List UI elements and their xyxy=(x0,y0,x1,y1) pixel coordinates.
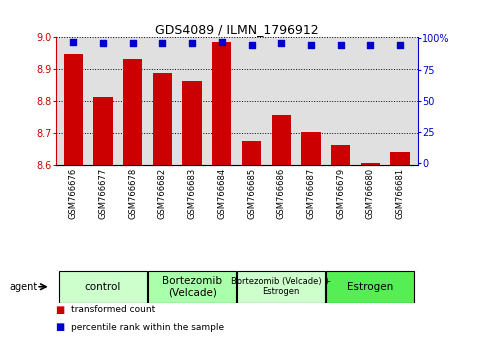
Text: GSM766684: GSM766684 xyxy=(217,168,227,219)
Point xyxy=(70,39,77,45)
Bar xyxy=(148,271,236,303)
Text: Estrogen: Estrogen xyxy=(347,282,394,292)
Bar xyxy=(212,42,231,165)
Text: transformed count: transformed count xyxy=(71,305,155,314)
Point xyxy=(367,42,374,47)
Bar xyxy=(390,152,410,165)
Text: GSM766676: GSM766676 xyxy=(69,168,78,219)
Bar xyxy=(59,271,147,303)
Text: GSM766682: GSM766682 xyxy=(158,168,167,219)
Text: GSM766681: GSM766681 xyxy=(396,168,404,219)
Text: GSM766685: GSM766685 xyxy=(247,168,256,219)
Text: Bortezomib (Velcade) +
Estrogen: Bortezomib (Velcade) + Estrogen xyxy=(231,277,331,296)
Text: GSM766679: GSM766679 xyxy=(336,168,345,219)
Bar xyxy=(64,55,83,165)
Text: agent: agent xyxy=(10,282,38,292)
Point xyxy=(248,42,256,47)
Text: control: control xyxy=(85,282,121,292)
Bar xyxy=(153,73,172,165)
Text: GSM766683: GSM766683 xyxy=(187,168,197,219)
Bar xyxy=(237,271,325,303)
Point xyxy=(307,42,315,47)
Point xyxy=(188,41,196,46)
Point xyxy=(99,41,107,46)
Text: Bortezomib
(Velcade): Bortezomib (Velcade) xyxy=(162,276,222,298)
Point xyxy=(337,42,344,47)
Bar xyxy=(93,97,113,165)
Point xyxy=(396,42,404,47)
Point xyxy=(158,41,166,46)
Point xyxy=(277,41,285,46)
Point xyxy=(129,41,137,46)
Text: GSM766687: GSM766687 xyxy=(306,168,315,219)
Point xyxy=(218,39,226,45)
Bar xyxy=(271,115,291,165)
Bar xyxy=(301,132,321,165)
Bar xyxy=(327,271,414,303)
Text: ■: ■ xyxy=(56,305,65,315)
Bar xyxy=(242,141,261,165)
Bar xyxy=(123,59,142,165)
Bar xyxy=(183,81,202,165)
Text: GSM766678: GSM766678 xyxy=(128,168,137,219)
Title: GDS4089 / ILMN_1796912: GDS4089 / ILMN_1796912 xyxy=(155,23,318,36)
Text: GSM766686: GSM766686 xyxy=(277,168,286,219)
Text: ■: ■ xyxy=(56,322,65,332)
Text: percentile rank within the sample: percentile rank within the sample xyxy=(71,323,224,332)
Text: GSM766677: GSM766677 xyxy=(99,168,108,219)
Bar xyxy=(361,163,380,165)
Text: GSM766680: GSM766680 xyxy=(366,168,375,219)
Bar xyxy=(331,144,350,165)
